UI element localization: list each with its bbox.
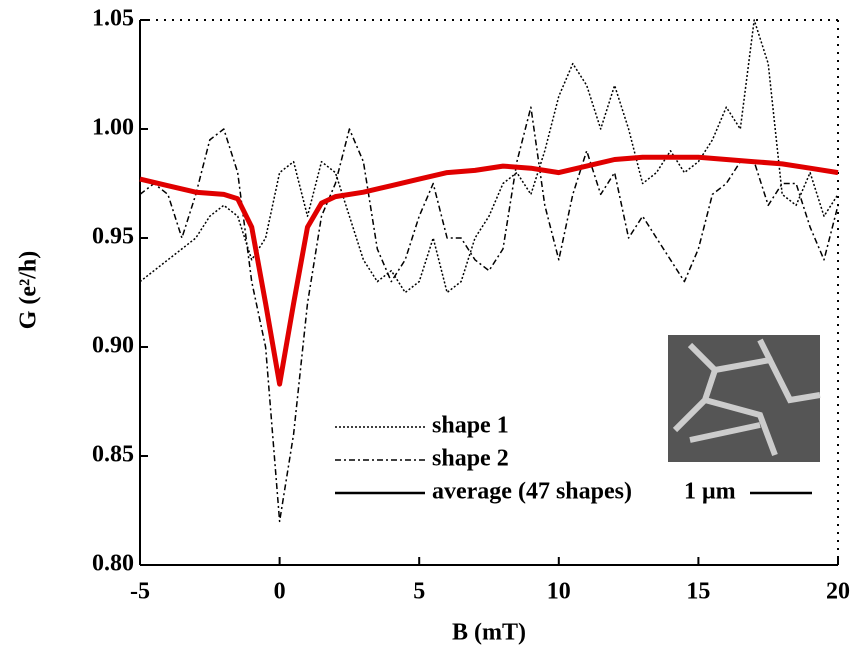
- inset-scale-label: 1 μm: [684, 479, 736, 505]
- y-axis-label: G (e²/h): [16, 251, 42, 330]
- y-tick-label: 1.00: [92, 115, 134, 141]
- legend-label: shape 2: [432, 446, 509, 472]
- x-axis-label: B (mT): [452, 620, 526, 646]
- y-tick-label: 0.80: [92, 551, 134, 577]
- series-line: [139, 154, 839, 387]
- x-tick-label: 5: [413, 579, 425, 605]
- x-tick-label: -5: [130, 579, 150, 605]
- y-tick-label: 0.90: [92, 333, 134, 359]
- series-line: [139, 106, 839, 523]
- x-tick-label: 0: [274, 579, 286, 605]
- x-tick-label: 10: [547, 579, 571, 605]
- y-tick-label: 1.05: [92, 6, 134, 32]
- legend-label: average (47 shapes): [432, 479, 632, 505]
- x-tick-label: 15: [686, 579, 710, 605]
- legend-label: shape 1: [432, 413, 509, 439]
- y-tick-label: 0.95: [92, 224, 134, 250]
- inset-pattern: [672, 338, 821, 457]
- y-tick-label: 0.85: [92, 442, 134, 468]
- series-line: [139, 19, 839, 294]
- x-tick-label: 20: [826, 579, 850, 605]
